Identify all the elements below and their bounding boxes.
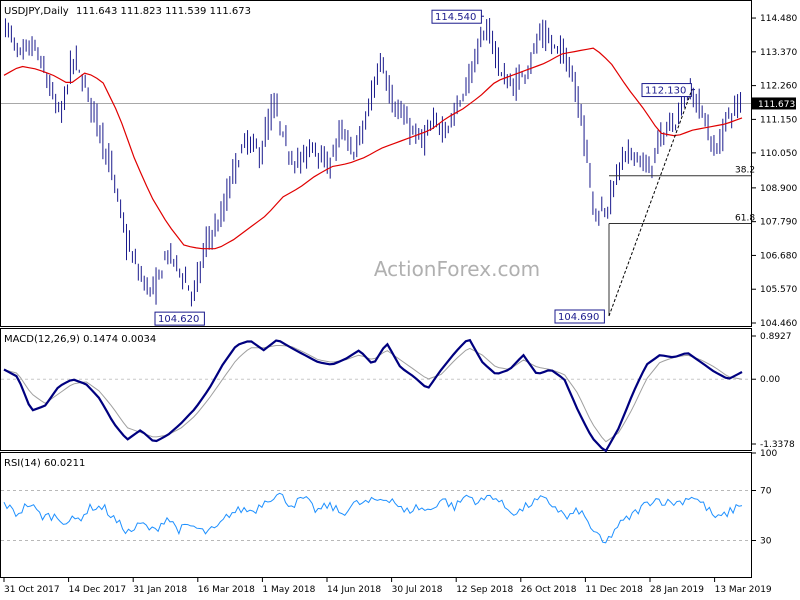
moving-average-line (3, 47, 743, 250)
rsi-pane (0, 452, 752, 578)
fib-label: 61.8 (735, 213, 755, 223)
price-header-ohlc: 111.643 111.823 111.539 111.673 (76, 6, 251, 17)
x-tick-label: 13 Mar 2019 (715, 585, 772, 595)
watermark: ActionForex.com (374, 257, 540, 281)
price-series (3, 17, 743, 307)
price-y-tick-label: 110.050 (760, 149, 797, 159)
label-high-2018: 114.540 (435, 12, 476, 23)
macd-pane (0, 328, 752, 451)
label-high-2019: 112.130 (645, 86, 686, 97)
macd-y-tick-label: 0.8927 (760, 332, 792, 342)
price-y-axis: 114.480 113.370 112.260 111.150 110.050 108.9… (1, 14, 797, 329)
rsi-y-tick-label: 70 (760, 487, 772, 497)
rsi-y-axis: 100 70 30 (1, 449, 777, 547)
x-tick-label: 16 Mar 2018 (198, 585, 255, 595)
rsi-y-tick-label: 100 (760, 449, 777, 459)
x-tick-label: 31 Oct 2017 (4, 585, 60, 595)
x-axis: 31 Oct 2017 14 Dec 2017 31 Jan 2018 16 Mar … (3, 578, 772, 595)
x-tick-label: 30 Jul 2018 (392, 585, 443, 595)
price-y-tick-label: 111.150 (760, 115, 797, 125)
x-tick-label: 12 Sep 2018 (456, 585, 513, 595)
price-y-tick-label: 107.790 (760, 218, 797, 228)
rsi-y-tick-label: 30 (760, 537, 772, 547)
macd-y-tick-label: -1.3378 (760, 440, 795, 450)
macd-header: MACD(12,26,9) 0.1474 0.0034 (4, 334, 156, 345)
price-y-tick-label: 104.460 (760, 319, 797, 329)
x-tick-label: 28 Jan 2019 (650, 585, 704, 595)
x-tick-label: 11 Dec 2018 (585, 585, 643, 595)
macd-line (3, 338, 743, 453)
fib-label: 38.2 (735, 166, 755, 176)
x-tick-label: 1 May 2018 (262, 585, 315, 595)
x-tick-label: 31 Jan 2018 (133, 585, 187, 595)
macd-signal-line (3, 345, 743, 443)
price-annotations: 114.540 104.620 104.690 112.130 38.2 61.8 (154, 9, 755, 326)
rsi-line (3, 492, 743, 544)
price-y-tick-label: 114.480 (760, 14, 797, 24)
macd-y-axis: 0.8927 0.00 -1.3378 (1, 332, 795, 450)
label-low-2018-box (154, 311, 205, 326)
x-tick-label: 26 Oct 2018 (521, 585, 577, 595)
label-low-dec-2018-box (554, 309, 605, 324)
price-y-tick-label: 106.680 (760, 251, 797, 261)
rsi-header: RSI(14) 60.0211 (4, 458, 85, 469)
label-low-dec-2018: 104.690 (558, 312, 599, 323)
price-header-symbol: USDJPY,Daily (4, 6, 69, 17)
price-y-tick-label: 108.900 (760, 184, 797, 194)
x-tick-label: 14 Jun 2018 (327, 585, 381, 595)
rsi-series (3, 492, 743, 544)
price-y-tick-label: 113.370 (760, 48, 797, 58)
macd-series (3, 338, 743, 453)
price-y-tick-label: 112.260 (760, 82, 797, 92)
current-price-label: 111.673 (758, 100, 795, 110)
x-tick-label: 14 Dec 2017 (69, 585, 127, 595)
price-pane (0, 0, 752, 327)
label-low-2018: 104.620 (158, 314, 199, 325)
macd-y-tick-label: 0.00 (760, 375, 780, 385)
price-y-tick-label: 105.570 (760, 285, 797, 295)
trend-line (608, 89, 693, 317)
current-price-box (752, 97, 796, 110)
